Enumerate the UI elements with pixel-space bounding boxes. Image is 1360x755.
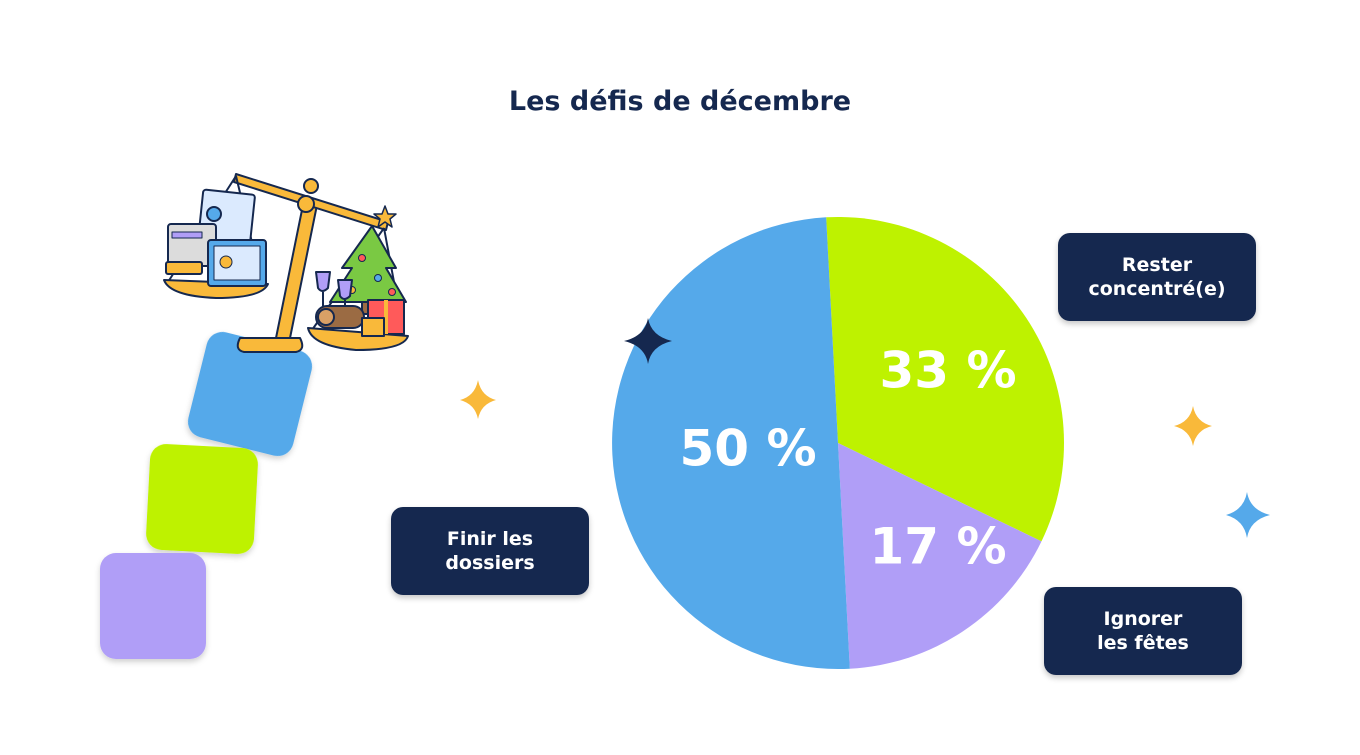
pie-slice-label: 17 %	[869, 518, 1006, 576]
gold-sparkle-icon	[460, 380, 496, 419]
pie-slice-rester-concentr-e	[826, 216, 1065, 542]
lavender-block	[100, 553, 206, 659]
navy-sparkle-icon	[624, 318, 672, 364]
page-title: Les défis de décembre	[508, 86, 852, 117]
gold-sparkle-icon	[1174, 406, 1212, 446]
callout-rester-concentre: Rester concentré(e)	[1058, 233, 1256, 321]
pie-chart: 33 % 17 % 50 %	[612, 216, 1065, 669]
pie-slice-finir-les-dossiers	[612, 217, 850, 669]
pie-slice-label: 50 %	[679, 420, 816, 478]
balance-scale-illustration	[163, 173, 409, 353]
lime-block	[146, 444, 258, 554]
blue-sparkle-icon	[1226, 492, 1270, 538]
pie-slice-label: 33 %	[879, 342, 1016, 400]
pie-slice-ignorer-les-f-tes	[838, 443, 1042, 669]
callout-ignorer-les-fetes: Ignorer les fêtes	[1044, 587, 1242, 675]
callout-finir-les-dossiers: Finir les dossiers	[391, 507, 589, 595]
blue-block	[187, 331, 313, 457]
